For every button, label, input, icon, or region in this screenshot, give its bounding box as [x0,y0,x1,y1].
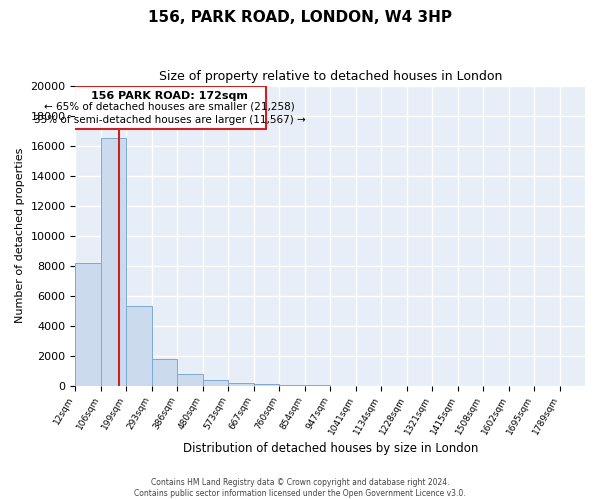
Text: Contains HM Land Registry data © Crown copyright and database right 2024.
Contai: Contains HM Land Registry data © Crown c… [134,478,466,498]
Bar [228,382,254,386]
Bar [178,374,203,386]
Text: ← 65% of detached houses are smaller (21,258): ← 65% of detached houses are smaller (21… [44,102,295,112]
Text: 35% of semi-detached houses are larger (11,567) →: 35% of semi-detached houses are larger (… [34,115,306,125]
Y-axis label: Number of detached properties: Number of detached properties [15,148,25,324]
Text: 156, PARK ROAD, LONDON, W4 3HP: 156, PARK ROAD, LONDON, W4 3HP [148,10,452,25]
Bar [127,306,152,386]
Bar [305,385,330,386]
Bar [254,384,279,386]
Bar [152,358,178,386]
Bar [279,384,305,386]
Title: Size of property relative to detached houses in London: Size of property relative to detached ho… [158,70,502,83]
FancyBboxPatch shape [74,86,266,129]
Bar [101,138,127,386]
Bar [76,262,101,386]
Text: 156 PARK ROAD: 172sqm: 156 PARK ROAD: 172sqm [91,91,248,101]
X-axis label: Distribution of detached houses by size in London: Distribution of detached houses by size … [182,442,478,455]
Bar [203,380,228,386]
